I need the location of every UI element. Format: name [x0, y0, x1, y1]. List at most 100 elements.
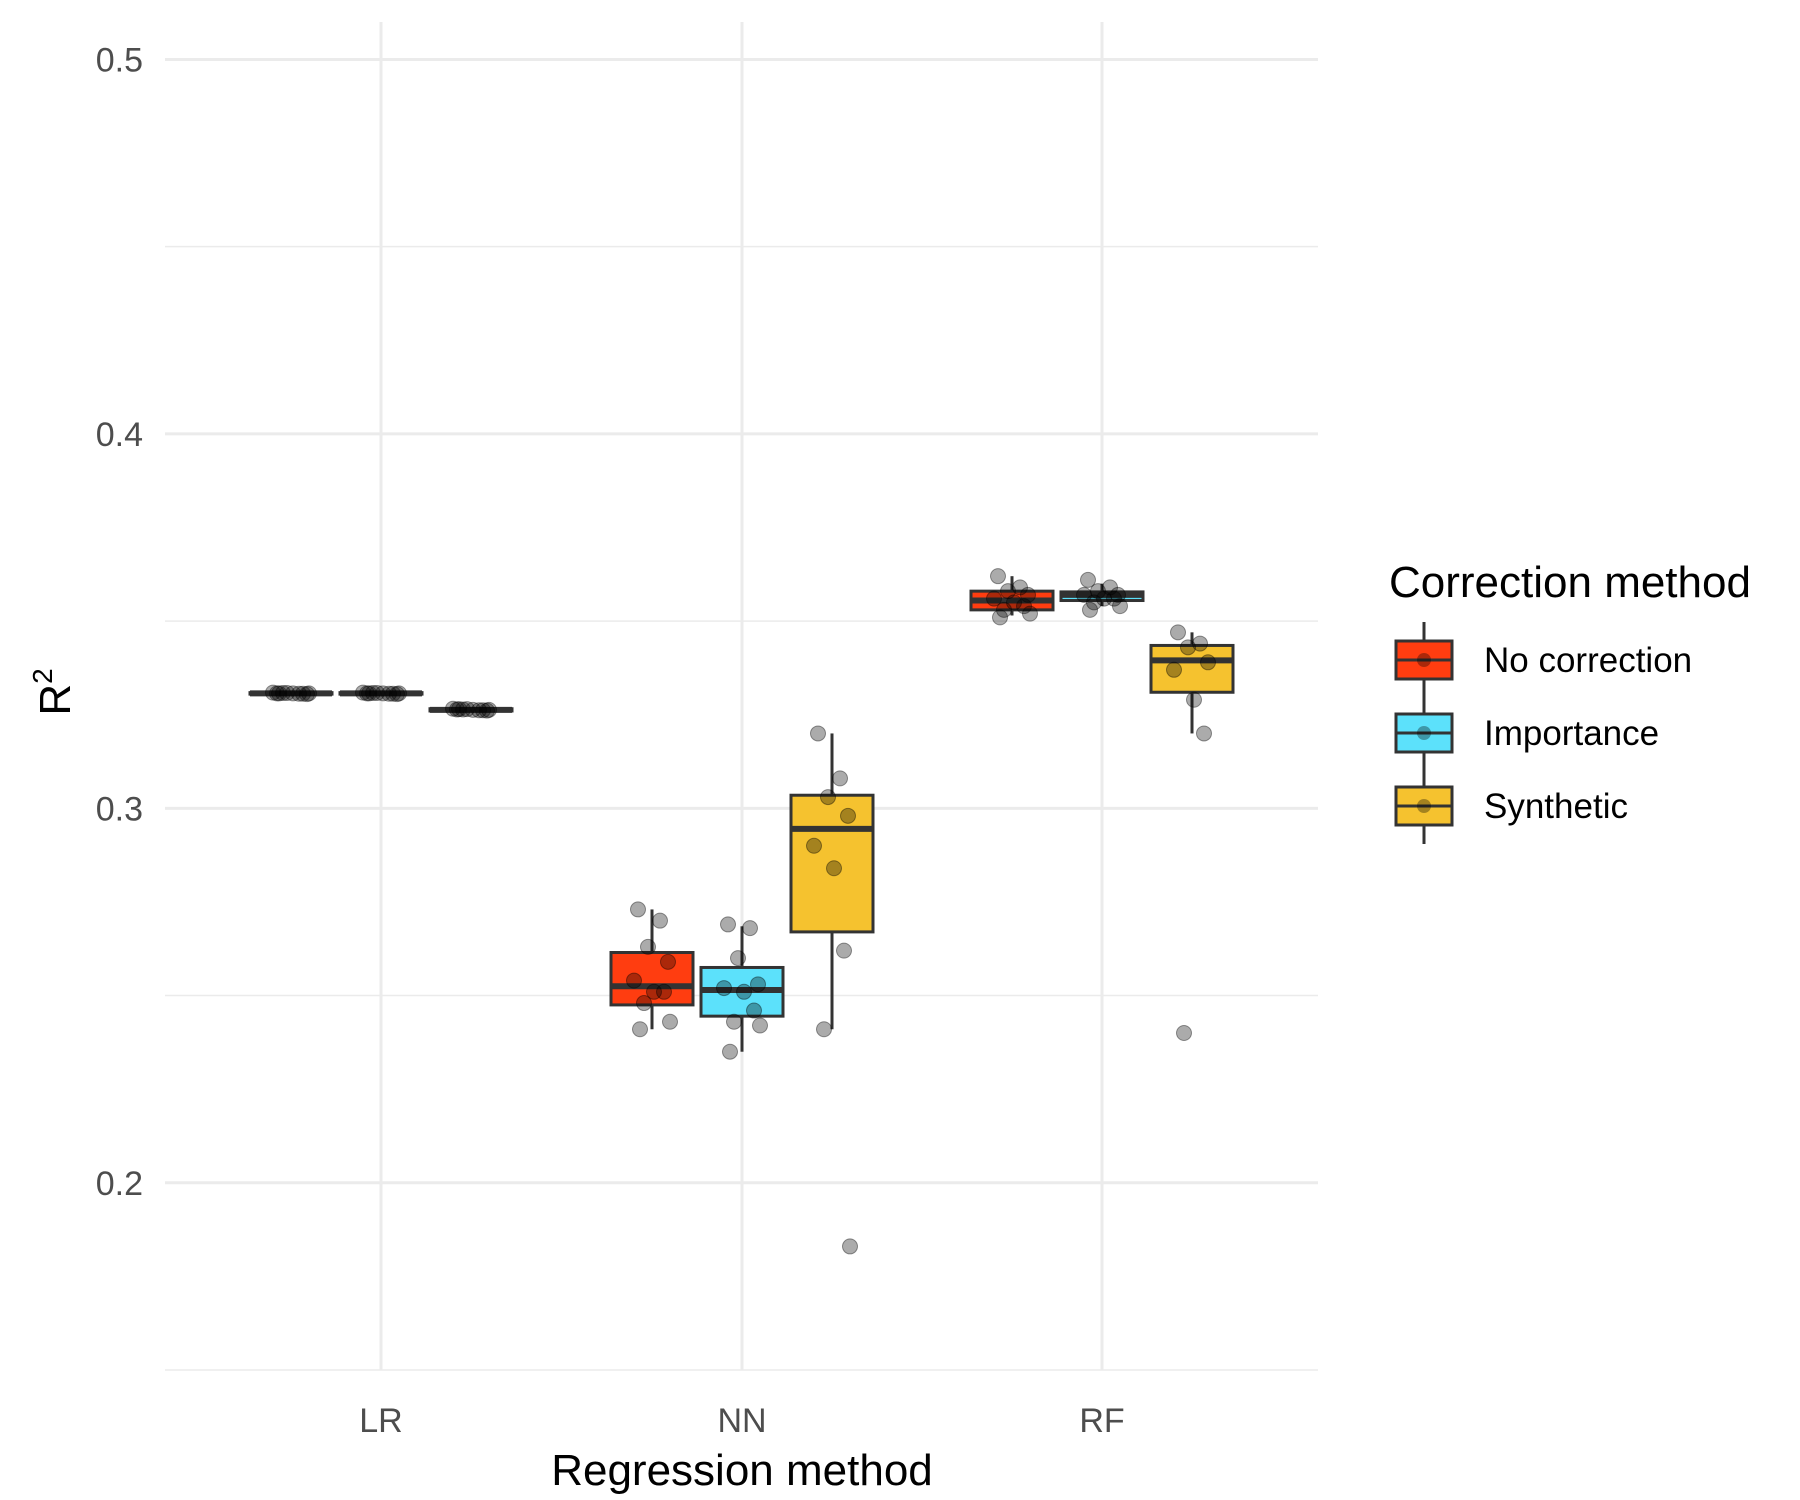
y-tick-label: 0.4 — [96, 416, 143, 454]
data-point — [465, 701, 481, 718]
data-point — [355, 684, 371, 701]
data-point — [662, 1013, 678, 1030]
legend-label: Synthetic — [1484, 787, 1628, 826]
legend-title: Correction method — [1389, 558, 1751, 607]
data-point — [359, 685, 375, 702]
box-LR-no-correction — [248, 690, 334, 697]
data-point — [1180, 639, 1196, 656]
x-axis-title: Regression method — [551, 1446, 933, 1495]
data-point — [1082, 601, 1098, 618]
y-tick-label: 0.5 — [96, 41, 143, 79]
data-point — [752, 1017, 768, 1034]
data-point — [1006, 594, 1022, 611]
box-NN-synthetic — [789, 733, 875, 1030]
boxes-layer — [248, 576, 1235, 1052]
data-point — [722, 1043, 738, 1060]
y-tick-label: 0.2 — [96, 1165, 143, 1203]
data-point — [391, 685, 407, 702]
data-point — [630, 901, 646, 918]
y-axis-title: R2 — [27, 668, 80, 715]
data-point — [750, 976, 766, 993]
data-point — [1196, 725, 1212, 742]
box-body — [1149, 643, 1235, 694]
data-point — [285, 685, 301, 702]
data-point — [1186, 691, 1202, 708]
data-point — [1110, 586, 1126, 603]
data-point — [652, 912, 668, 929]
box-NN-importance — [699, 926, 785, 1052]
grid-major — [165, 22, 1318, 1370]
points-layer — [265, 568, 1216, 1255]
legend-key-synthetic: Synthetic — [1394, 768, 1628, 844]
data-point — [646, 983, 662, 1000]
legend-point — [1417, 653, 1431, 667]
data-point — [445, 700, 461, 717]
data-point — [810, 725, 826, 742]
data-point — [720, 916, 736, 933]
data-point — [1012, 579, 1028, 596]
data-point — [265, 684, 281, 701]
data-point — [275, 685, 291, 702]
data-point — [992, 609, 1008, 626]
data-point — [1106, 590, 1122, 607]
data-point — [716, 980, 732, 997]
data-point — [656, 983, 672, 1000]
data-point — [449, 701, 465, 718]
data-point — [1016, 598, 1032, 615]
box-NN-no-correction — [609, 909, 695, 1030]
data-point — [826, 860, 842, 877]
data-point — [1176, 1025, 1192, 1041]
svg-text:R2: R2 — [27, 668, 80, 715]
box-LR-synthetic — [428, 706, 514, 713]
box-RF-importance — [1059, 583, 1145, 607]
box-LR-importance — [338, 690, 424, 697]
data-point — [1112, 598, 1128, 615]
data-point — [475, 702, 491, 719]
data-point — [1166, 661, 1182, 678]
x-tick-label: LR — [359, 1402, 402, 1440]
data-point — [1200, 654, 1216, 671]
data-point — [299, 686, 315, 703]
data-point — [381, 685, 397, 702]
data-point — [626, 972, 642, 989]
data-point — [1086, 594, 1102, 611]
data-point — [385, 685, 401, 702]
y-tick-labels: 0.2 0.3 0.4 0.5 — [96, 41, 143, 1202]
data-point — [279, 685, 295, 702]
data-point — [836, 942, 852, 959]
x-tick-label: RF — [1079, 1402, 1124, 1440]
legend: Correction method No correction Importanc… — [1389, 558, 1751, 844]
data-point — [742, 920, 758, 937]
data-point — [451, 701, 467, 718]
legend-point — [1417, 799, 1431, 813]
data-point — [832, 770, 848, 787]
data-point — [996, 601, 1012, 618]
data-point — [1090, 583, 1106, 600]
data-point — [1000, 583, 1016, 600]
x-tick-label: NN — [717, 1402, 766, 1440]
data-point — [640, 938, 656, 955]
data-point — [730, 950, 746, 967]
data-point — [455, 701, 471, 718]
data-point — [806, 837, 822, 854]
data-point — [986, 590, 1002, 607]
data-point — [479, 702, 495, 719]
data-point — [369, 685, 385, 702]
legend-label: Importance — [1484, 714, 1659, 753]
data-point — [1096, 590, 1112, 607]
data-point — [365, 685, 381, 702]
box-body — [789, 793, 875, 934]
box-body — [609, 950, 695, 1007]
data-point — [660, 953, 676, 970]
y-axis-title-superscript: 2 — [27, 668, 58, 684]
data-point — [375, 685, 391, 702]
y-axis-title-main: R — [31, 684, 80, 716]
data-point — [271, 685, 287, 702]
data-point — [269, 685, 285, 702]
data-point — [471, 702, 487, 719]
data-point — [1022, 605, 1038, 622]
x-tick-labels: LR NN RF — [359, 1402, 1124, 1440]
data-point — [816, 1021, 832, 1038]
box-RF-synthetic — [1149, 632, 1235, 734]
